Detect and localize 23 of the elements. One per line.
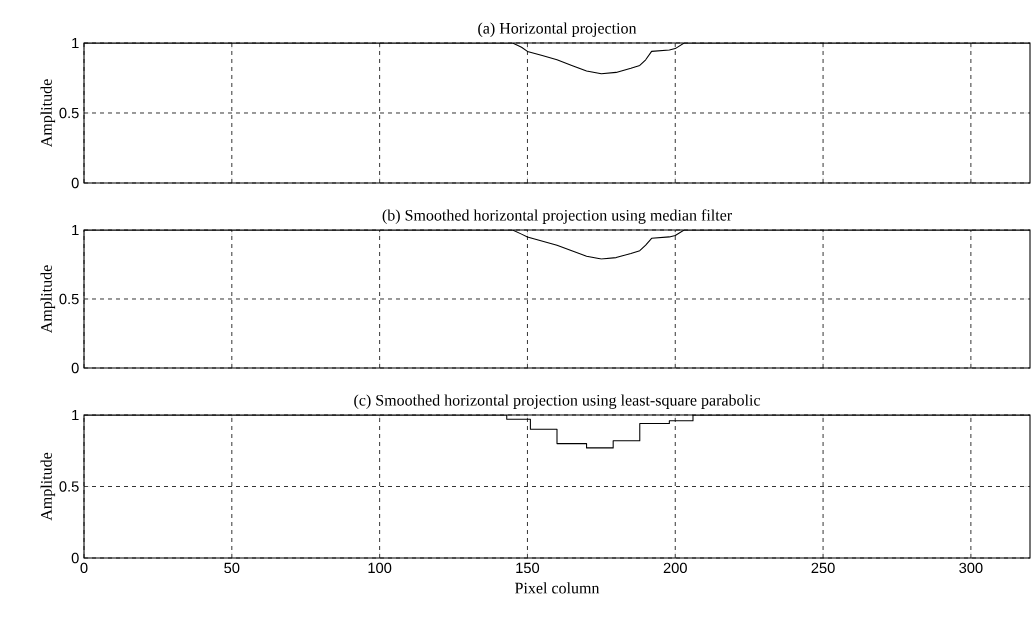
y-tick-label: 1 [72,224,79,236]
x-tick-label: 0 [80,562,88,574]
x-tick-label: 50 [224,562,240,574]
y-tick-label: 0 [71,362,79,374]
y-tick-label: 1 [72,37,79,49]
x-tick-label: 100 [368,562,392,574]
x-axis-title: Pixel column [515,582,600,594]
y-axis-title: Amplitude [40,265,56,334]
y-axis-title: Amplitude [40,452,56,521]
x-tick-label: 150 [516,562,540,574]
chart-title: (b) Smoothed horizontal projection using median filter [382,209,732,224]
x-tick-label: 200 [663,562,687,574]
y-tick-label: 1 [72,409,79,421]
chart-title: (a) Horizontal projection [478,22,637,37]
y-tick-label: 0.5 [59,107,79,119]
y-tick-label: 0 [71,177,79,189]
y-tick-label: 0.5 [59,293,79,305]
y-tick-label: 0 [71,552,79,564]
chart-title: (c) Smoothed horizontal projection using least-square parabolic [354,394,761,409]
x-tick-label: 300 [959,562,983,574]
x-tick-label: 250 [811,562,835,574]
y-axis-title: Amplitude [40,79,56,148]
y-tick-label: 0.5 [59,481,79,492]
